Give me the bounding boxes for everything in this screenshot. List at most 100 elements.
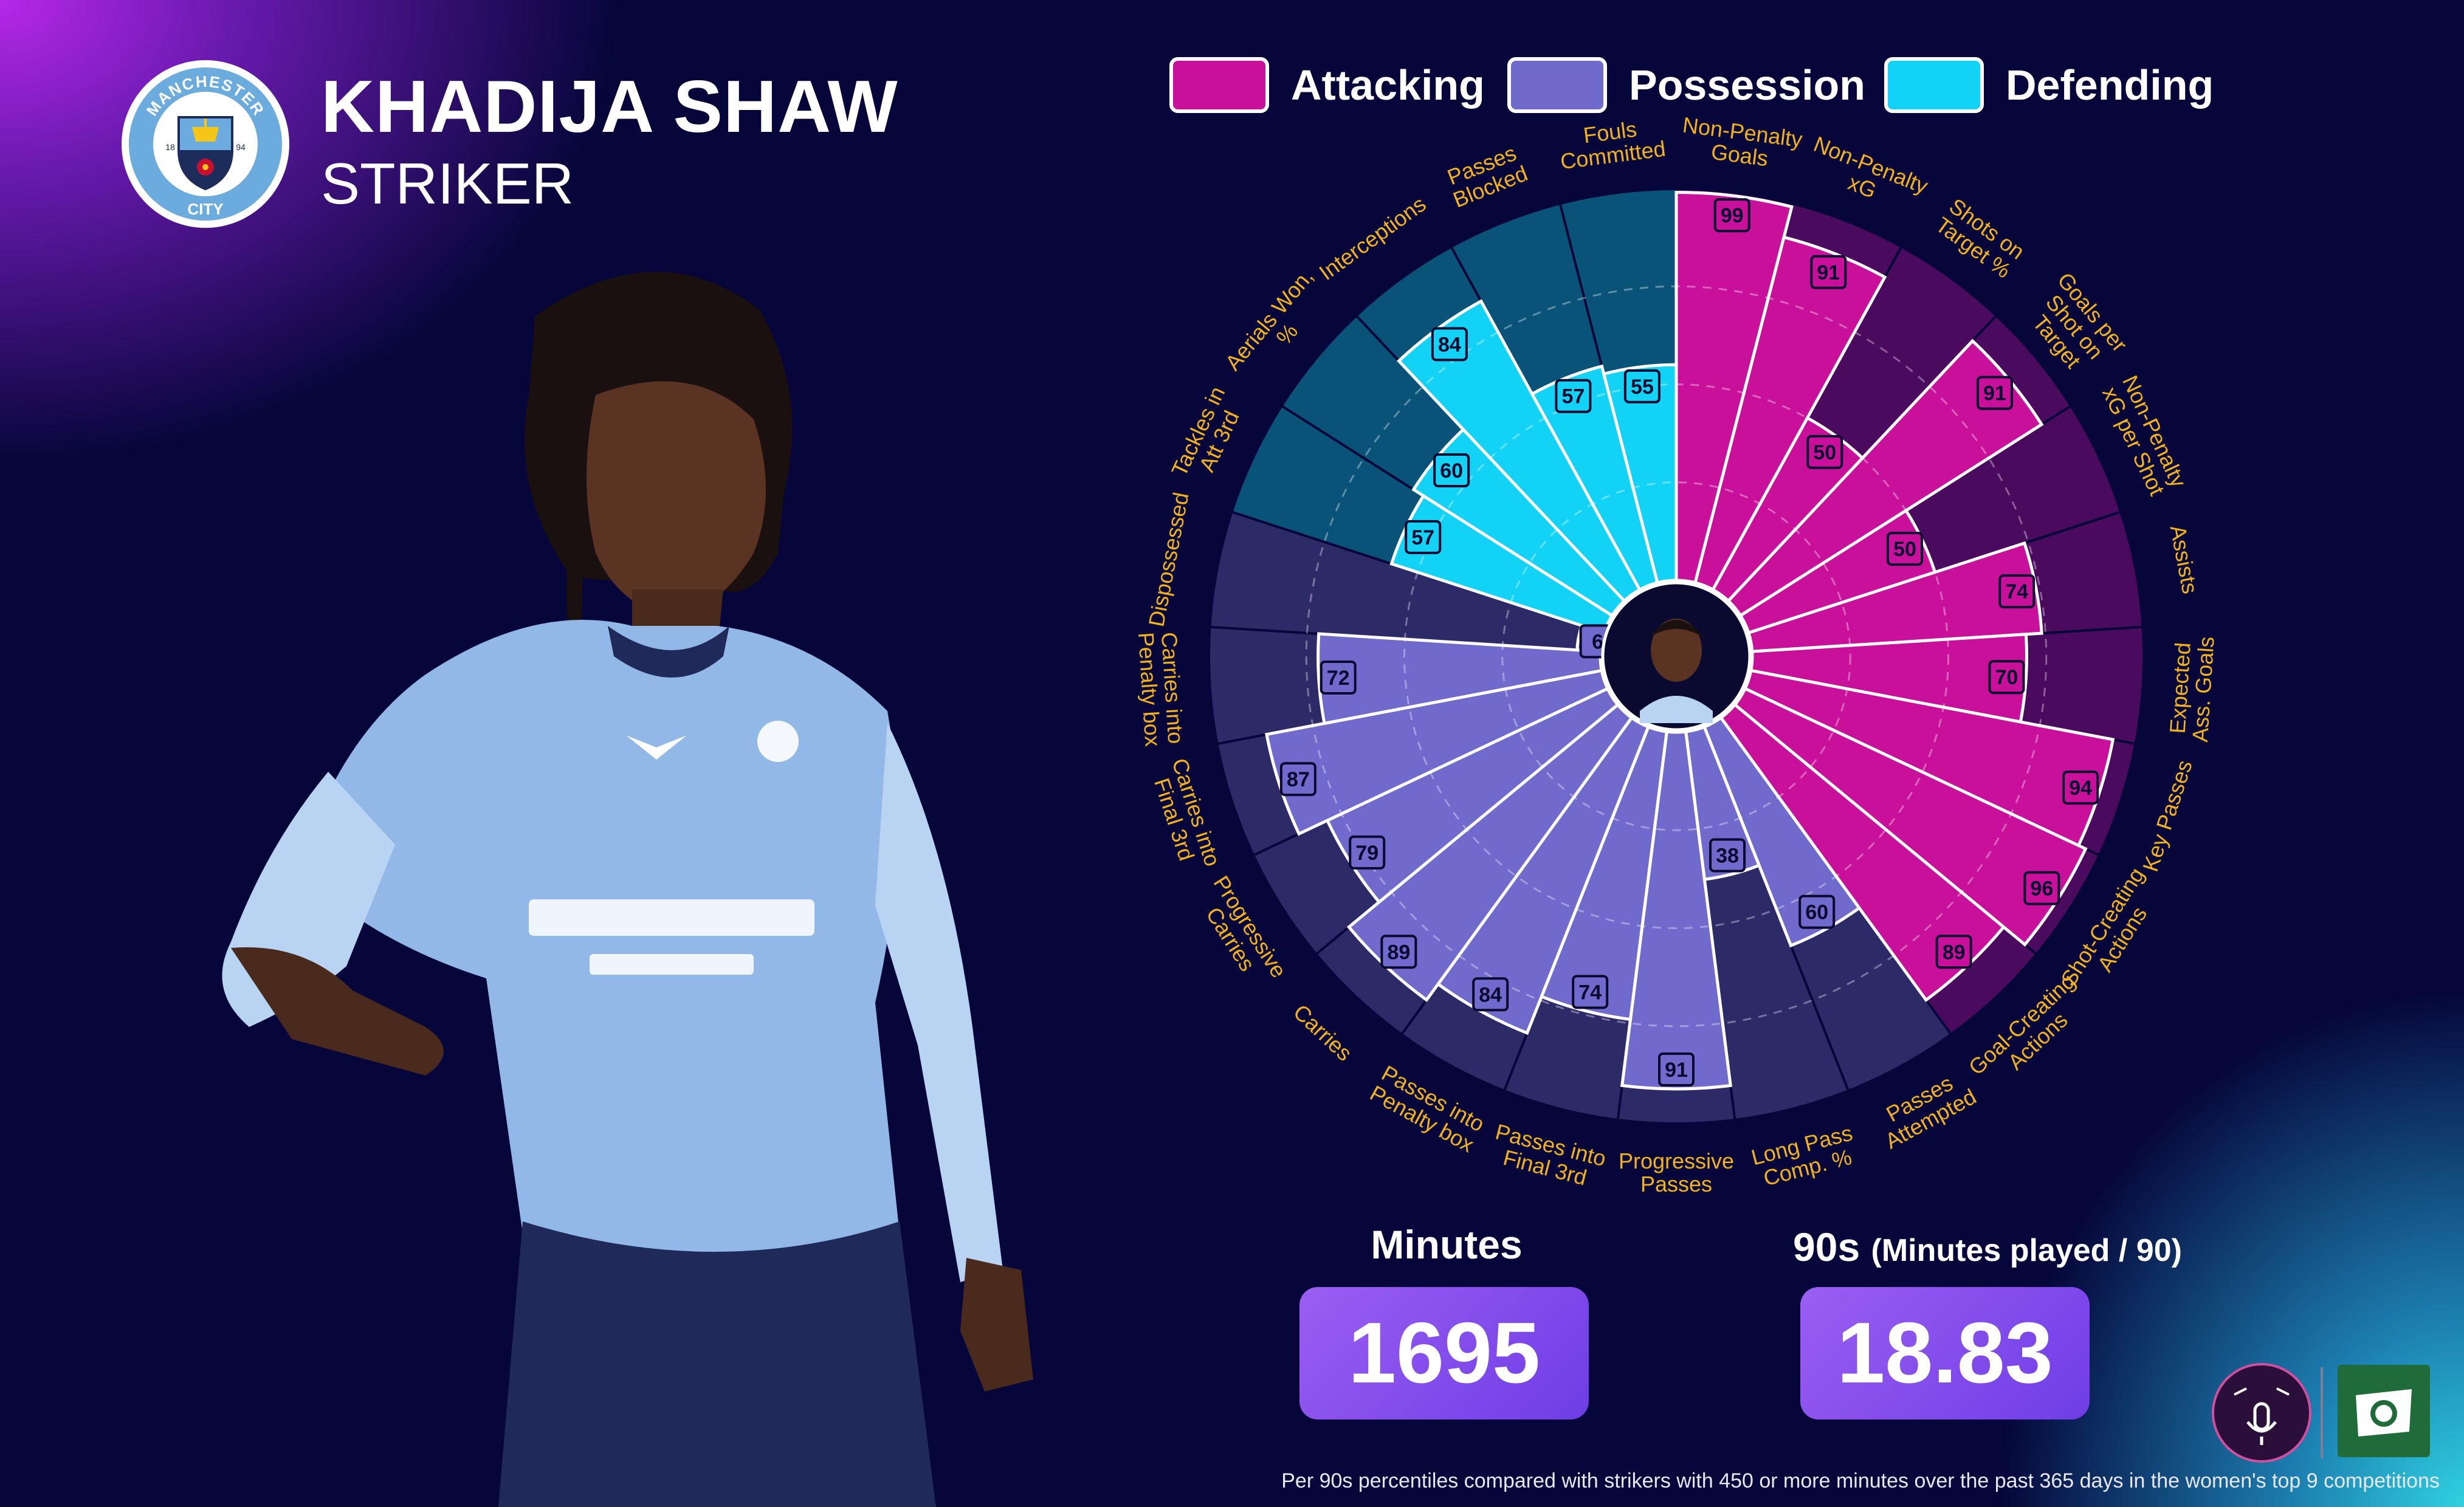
radar-bar-passes-blocked	[1530, 364, 1659, 592]
radar-value-passes-attempted: 60	[1805, 901, 1828, 924]
legend-swatch-possession	[1507, 57, 1607, 113]
radar-value-expected-ass-goals: 70	[1995, 666, 2018, 689]
radar-value-box-non-penalty-goals	[1713, 198, 1750, 233]
radar-center-shirt	[1640, 696, 1713, 723]
radar-value-box-shot-creating-actions	[2023, 871, 2060, 905]
radar-axis-label-passes-blocked: PassesBlocked	[1441, 139, 1531, 213]
radar-axis-label-dispossessed: Dispossessed	[1143, 490, 1193, 629]
radar-value-long-pass-comp: 38	[1716, 844, 1739, 867]
radar-value-box-aerials-won	[1433, 453, 1470, 488]
radar-bar-non-penalty-goals	[1674, 190, 1794, 585]
radar-value-box-long-pass-comp	[1709, 838, 1746, 873]
player-photo	[222, 272, 1033, 1507]
radar-value-carries-into-penalty-box: 72	[1327, 667, 1350, 690]
radar-bar-goals-per-shot-on-target	[1726, 338, 2044, 618]
talking-tactics-podcast-logo	[2212, 1363, 2311, 1463]
radar-bar-interceptions	[1397, 299, 1642, 603]
radar-value-box-passes-into-penalty-box	[1472, 977, 1509, 1012]
legend-label-possession: Possession	[1629, 61, 1866, 109]
radar-axis-label-long-pass-comp: Long PassComp. %	[1749, 1120, 1860, 1192]
radar-value-box-assists	[1998, 574, 2036, 609]
radar-value-box-carries	[1380, 935, 1417, 969]
legend-item-attacking: Attacking	[1169, 55, 1485, 115]
radar-axis-label-non-penalty-goals: Non-PenaltyGoals	[1678, 112, 1803, 175]
radar-gridline-75	[1305, 285, 2048, 1028]
radar-value-non-penalty-goals: 99	[1721, 204, 1744, 227]
nineties-label: 90s	[1793, 1224, 1860, 1269]
radar-bar-carries-into-penalty-box	[1316, 632, 1604, 726]
legend-label-attacking: Attacking	[1291, 61, 1485, 109]
radar-value-box-passes-attempted	[1798, 894, 1836, 929]
legend-swatch-defending	[1884, 57, 1984, 113]
radar-gridline-50	[1403, 383, 1949, 929]
legend-swatch-attacking	[1169, 57, 1269, 113]
legend-label-defending: Defending	[2006, 61, 2214, 109]
radar-value-box-non-penalty-xg-per-shot	[1886, 532, 1923, 566]
radar-value-goal-creating-actions: 89	[1943, 941, 1966, 964]
radar-bar-goal-creating-actions	[1718, 702, 2006, 1003]
radar-axis-label-expected-ass-goals: ExpectedAss. Goals	[2164, 634, 2219, 743]
nineties-sub-label: (Minutes played / 90)	[1871, 1233, 2182, 1268]
radar-center-face	[1651, 619, 1702, 682]
crest-year-right: 94	[236, 142, 246, 152]
radar-value-box-shots-on-target	[1806, 434, 1843, 469]
radar-value-passes-into-penalty-box: 84	[1479, 983, 1502, 1006]
radar-value-shot-creating-actions: 96	[2030, 877, 2053, 901]
crest-year-left: 18	[165, 142, 175, 152]
radar-axis-label-progressive-passes: Progressive Passes	[1619, 1148, 1734, 1196]
radar-value-box-expected-ass-goals	[1988, 660, 2025, 695]
radar-bar-progressive-passes	[1620, 730, 1733, 1091]
radar-value-assists: 74	[2005, 580, 2028, 603]
player-position: STRIKER	[321, 151, 574, 216]
radar-value-box-passes-into-final-3rd	[1572, 975, 1609, 1009]
legend-item-defending: Defending	[1884, 55, 2214, 115]
radar-value-box-carries-into-final-3rd	[1279, 762, 1316, 797]
radar-gridline-25	[1501, 481, 1851, 831]
radar-axis-label-carries-into-final-3rd: Carries intoFinal 3rd	[1145, 755, 1225, 876]
radar-value-box-carries-into-penalty-box	[1320, 660, 1357, 695]
radar-value-box-passes-blocked	[1555, 379, 1592, 413]
radar-value-goals-per-shot-on-target: 91	[1983, 382, 2006, 405]
radar-bar-carries	[1346, 702, 1634, 1003]
radar-value-labels: 99 91 50 91 50 74 70 94 96 89 60 38 91 74 84 89 79 87 72 6 5…	[1279, 198, 2099, 1086]
radar-value-non-penalty-xg: 91	[1817, 261, 1840, 284]
radar-axis-label-carries: Carries	[1289, 1000, 1357, 1066]
radar-value-carries: 89	[1387, 941, 1410, 964]
radar-axis-label-passes-attempted: PassesAttempted	[1870, 1063, 1980, 1153]
minutes-value-box: 1695	[1299, 1287, 1589, 1419]
radar-value-box-tackles-in-att-3rd	[1405, 520, 1442, 554]
radar-value-box-progressive-passes	[1658, 1052, 1695, 1086]
radar-bar-assists	[1746, 541, 2043, 653]
radar-axis-label-key-passes: Key Passes	[2138, 757, 2197, 874]
radar-value-box-progressive-carries	[1349, 835, 1386, 870]
footnote: Per 90s percentiles compared with strike…	[1281, 1469, 2440, 1492]
radar-value-box-key-passes	[2062, 771, 2099, 805]
radar-axis-label-assists: Assists	[2166, 523, 2203, 596]
radar-axis-label-tackles-in-att-3rd: Tackles inAtt 3rd	[1166, 383, 1251, 490]
logo-divider	[2321, 1367, 2323, 1458]
player-name: KHADIJA SHAW	[321, 65, 898, 148]
radar-value-box-goal-creating-actions	[1935, 935, 1972, 969]
radar-gridlines	[1206, 187, 2146, 1126]
radar-bar-non-penalty-xg	[1693, 235, 1887, 592]
radar-bar-shot-creating-actions	[1732, 686, 2088, 947]
radar-value-key-passes: 94	[2069, 777, 2092, 800]
nineties-title: 90s (Minutes played / 90)	[1750, 1224, 2225, 1270]
radar-axis-label-non-penalty-xg: Non-PenaltyxG	[1802, 131, 1931, 220]
radar-axis-label-carries-into-penalty-box: Carries intoPenalty box	[1134, 630, 1189, 747]
radar-axis-label-shots-on-target: Shots onTarget %	[1931, 193, 2029, 283]
radar-value-box-fouls-committed	[1623, 369, 1660, 403]
radar-axis-label-fouls-committed: FoulsCommitted	[1556, 113, 1667, 174]
radar-value-box-goals-per-shot-on-target	[1976, 376, 2013, 410]
radar-center-avatar	[1601, 581, 1752, 732]
fbref-logo	[2338, 1365, 2430, 1457]
radar-outer-ring	[1206, 187, 2146, 1126]
radar-center-hair	[1648, 620, 1704, 638]
radar-axis-label-passes-into-final-3rd: Passes intoFinal 3rd	[1487, 1119, 1609, 1193]
radar-value-box-non-penalty-xg	[1810, 255, 1847, 289]
minutes-title: Minutes	[1371, 1222, 1523, 1267]
radar-value-interceptions: 84	[1438, 333, 1461, 356]
radar-bar-fouls-committed	[1602, 363, 1678, 585]
radar-value-progressive-carries: 79	[1355, 842, 1378, 865]
